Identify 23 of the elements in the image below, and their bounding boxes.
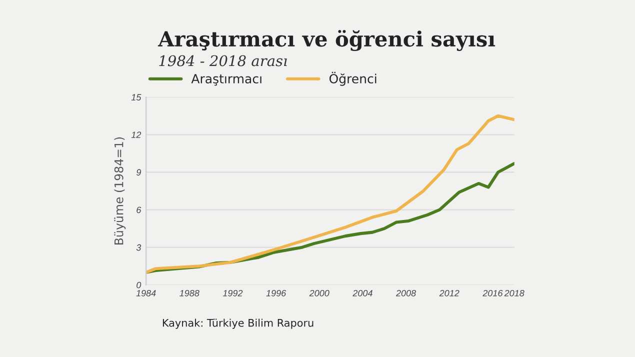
y-axis-title: Büyüme (1984=1) (114, 137, 126, 244)
chart-title: Araştırmacı ve öğrenci sayısı (158, 30, 496, 52)
legend-label: Araştırmacı (191, 74, 262, 86)
x-tick-label: 2016 (482, 290, 503, 296)
y-tick-label: 15 (131, 94, 142, 100)
y-tick-label: 9 (136, 169, 142, 176)
chart-subtitle: 1984 - 2018 arası (159, 55, 287, 66)
x-tick-label: 2004 (352, 290, 372, 296)
x-tick-label: 1988 (180, 290, 200, 296)
x-tick-label: 1984 (136, 290, 156, 296)
legend-label: Öğrenci (329, 72, 376, 86)
y-tick-label: 6 (136, 206, 142, 214)
line-series (146, 114, 514, 274)
x-tick-label: 2008 (396, 290, 416, 296)
text: Kaynak: Türkiye Bilim Raporu (162, 318, 314, 329)
y-tick-label: 3 (136, 244, 142, 251)
x-tick-label: 2000 (309, 290, 330, 296)
y-tick-label: 12 (131, 132, 142, 138)
y-tick-label: 0 (136, 282, 142, 288)
x-tick-label: 1996 (266, 290, 286, 296)
x-tick-label: 2012 (439, 290, 460, 296)
x-tick-label: 2018 (504, 290, 524, 296)
x-tick-label: 1992 (222, 290, 243, 296)
